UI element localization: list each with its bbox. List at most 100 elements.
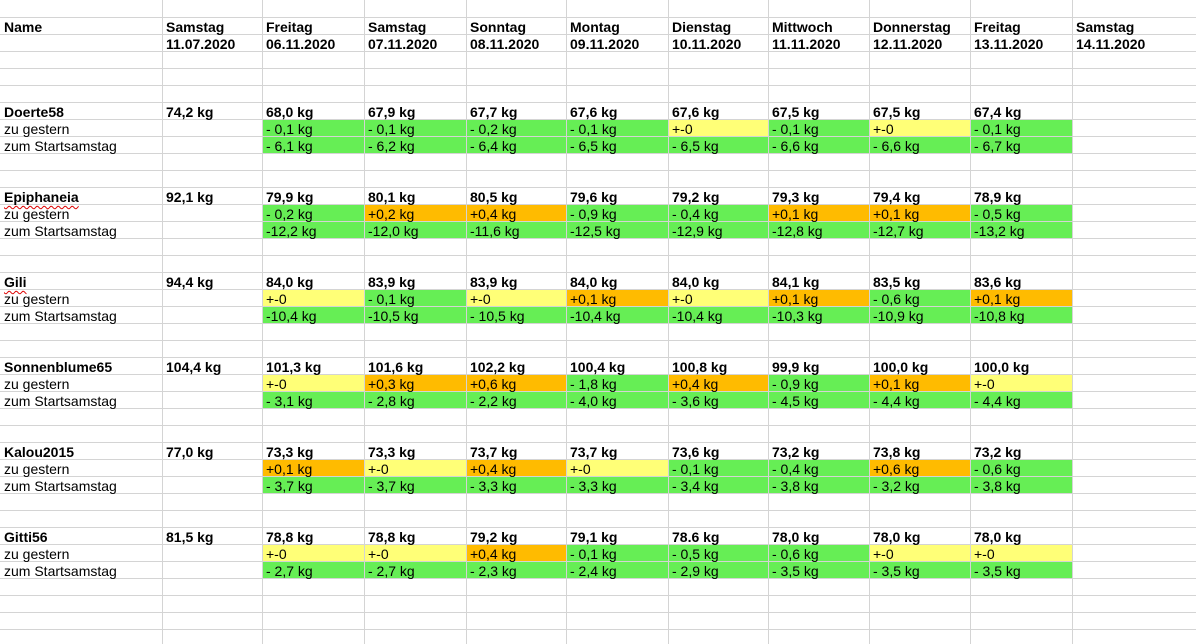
row-label-vs-yesterday[interactable]: zu gestern: [4, 206, 70, 222]
diff-start-cell[interactable]: - 2,7 kg: [263, 562, 364, 579]
weight-value[interactable]: 79,2 kg: [470, 529, 518, 545]
diff-yesterday-cell[interactable]: +0,4 kg: [467, 460, 566, 477]
diff-yesterday-cell[interactable]: - 1,8 kg: [567, 375, 668, 392]
weight-value[interactable]: 84,1 kg: [772, 274, 820, 290]
start-weight[interactable]: 92,1 kg: [166, 189, 214, 205]
diff-start-cell[interactable]: -12,2 kg: [263, 222, 364, 239]
weight-value[interactable]: 79,2 kg: [672, 189, 720, 205]
weight-value[interactable]: 100,0 kg: [974, 359, 1030, 375]
header-day[interactable]: Donnerstag: [873, 19, 951, 35]
diff-yesterday-cell[interactable]: +0,4 kg: [467, 545, 566, 562]
weight-value[interactable]: 73,6 kg: [672, 444, 720, 460]
header-name[interactable]: Name: [4, 19, 43, 35]
weight-value[interactable]: 73,2 kg: [974, 444, 1022, 460]
diff-start-cell[interactable]: - 2,2 kg: [467, 392, 566, 409]
header-date[interactable]: 14.11.2020: [1076, 36, 1146, 52]
diff-yesterday-cell[interactable]: +-0: [870, 545, 970, 562]
diff-start-cell[interactable]: - 3,3 kg: [567, 477, 668, 494]
row-label-vs-yesterday[interactable]: zu gestern: [4, 121, 70, 137]
row-label-vs-yesterday[interactable]: zu gestern: [4, 461, 70, 477]
diff-start-cell[interactable]: -12,0 kg: [365, 222, 466, 239]
diff-yesterday-cell[interactable]: +0,4 kg: [669, 375, 768, 392]
weight-value[interactable]: 73,3 kg: [368, 444, 416, 460]
weight-value[interactable]: 80,1 kg: [368, 189, 416, 205]
diff-yesterday-cell[interactable]: +-0: [467, 290, 566, 307]
header-date[interactable]: 06.11.2020: [266, 36, 336, 52]
diff-yesterday-cell[interactable]: - 0,1 kg: [263, 120, 364, 137]
diff-start-cell[interactable]: - 3,7 kg: [263, 477, 364, 494]
diff-start-cell[interactable]: - 4,0 kg: [567, 392, 668, 409]
diff-yesterday-cell[interactable]: +-0: [669, 290, 768, 307]
diff-start-cell[interactable]: - 4,5 kg: [769, 392, 869, 409]
weight-value[interactable]: 100,8 kg: [672, 359, 728, 375]
diff-start-cell[interactable]: - 3,5 kg: [870, 562, 970, 579]
weight-value[interactable]: 73,7 kg: [570, 444, 618, 460]
diff-yesterday-cell[interactable]: +0,4 kg: [467, 205, 566, 222]
diff-yesterday-cell[interactable]: +-0: [870, 120, 970, 137]
weight-value[interactable]: 67,4 kg: [974, 104, 1022, 120]
diff-yesterday-cell[interactable]: +0,1 kg: [870, 375, 970, 392]
diff-yesterday-cell[interactable]: +-0: [365, 545, 466, 562]
weight-value[interactable]: 83,5 kg: [873, 274, 921, 290]
diff-yesterday-cell[interactable]: - 0,1 kg: [365, 120, 466, 137]
weight-value[interactable]: 83,9 kg: [470, 274, 518, 290]
weight-value[interactable]: 73,2 kg: [772, 444, 820, 460]
header-day[interactable]: Samstag: [1076, 19, 1135, 35]
diff-yesterday-cell[interactable]: +0,6 kg: [467, 375, 566, 392]
diff-yesterday-cell[interactable]: - 0,2 kg: [263, 205, 364, 222]
row-label-vs-start[interactable]: zum Startsamstag: [4, 478, 117, 494]
diff-start-cell[interactable]: - 6,7 kg: [971, 137, 1072, 154]
header-date[interactable]: 07.11.2020: [368, 36, 438, 52]
diff-start-cell[interactable]: - 2,7 kg: [365, 562, 466, 579]
weight-value[interactable]: 79,4 kg: [873, 189, 921, 205]
weight-value[interactable]: 67,7 kg: [470, 104, 518, 120]
diff-yesterday-cell[interactable]: - 0,6 kg: [769, 545, 869, 562]
diff-start-cell[interactable]: -11,6 kg: [467, 222, 566, 239]
diff-yesterday-cell[interactable]: +0,1 kg: [769, 290, 869, 307]
header-day[interactable]: Dienstag: [672, 19, 732, 35]
weight-value[interactable]: 78,8 kg: [368, 529, 416, 545]
start-weight[interactable]: 104,4 kg: [166, 359, 222, 375]
diff-start-cell[interactable]: -10,3 kg: [769, 307, 869, 324]
diff-yesterday-cell[interactable]: +0,1 kg: [567, 290, 668, 307]
diff-start-cell[interactable]: -10,9 kg: [870, 307, 970, 324]
diff-yesterday-cell[interactable]: - 0,5 kg: [971, 205, 1072, 222]
diff-yesterday-cell[interactable]: +0,1 kg: [769, 205, 869, 222]
diff-yesterday-cell[interactable]: - 0,9 kg: [769, 375, 869, 392]
weight-value[interactable]: 101,6 kg: [368, 359, 424, 375]
diff-start-cell[interactable]: - 3,7 kg: [365, 477, 466, 494]
header-day[interactable]: Montag: [570, 19, 620, 35]
row-label-vs-start[interactable]: zum Startsamstag: [4, 563, 117, 579]
person-name[interactable]: Doerte58: [4, 104, 64, 120]
weight-value[interactable]: 78.6 kg: [672, 529, 720, 545]
diff-yesterday-cell[interactable]: +-0: [263, 375, 364, 392]
diff-start-cell[interactable]: - 6,6 kg: [870, 137, 970, 154]
header-date[interactable]: 13.11.2020: [974, 36, 1044, 52]
weight-value[interactable]: 73,3 kg: [266, 444, 314, 460]
start-weight[interactable]: 77,0 kg: [166, 444, 214, 460]
header-date[interactable]: 10.11.2020: [672, 36, 742, 52]
header-day[interactable]: Freitag: [974, 19, 1021, 35]
weight-value[interactable]: 79,3 kg: [772, 189, 820, 205]
diff-start-cell[interactable]: - 6,1 kg: [263, 137, 364, 154]
weight-value[interactable]: 84,0 kg: [672, 274, 720, 290]
row-label-vs-start[interactable]: zum Startsamstag: [4, 138, 117, 154]
person-name[interactable]: Epiphaneia: [4, 189, 79, 205]
diff-start-cell[interactable]: - 2,4 kg: [567, 562, 668, 579]
weight-value[interactable]: 73,7 kg: [470, 444, 518, 460]
diff-yesterday-cell[interactable]: +-0: [365, 460, 466, 477]
weight-value[interactable]: 67,6 kg: [672, 104, 720, 120]
diff-start-cell[interactable]: - 3,4 kg: [669, 477, 768, 494]
diff-start-cell[interactable]: - 6,5 kg: [669, 137, 768, 154]
header-day[interactable]: Samstag: [166, 19, 225, 35]
diff-yesterday-cell[interactable]: - 0,2 kg: [467, 120, 566, 137]
person-name[interactable]: Gitti56: [4, 529, 48, 545]
header-day[interactable]: Freitag: [266, 19, 313, 35]
weight-value[interactable]: 67,9 kg: [368, 104, 416, 120]
weight-value[interactable]: 83,6 kg: [974, 274, 1022, 290]
diff-yesterday-cell[interactable]: - 0,1 kg: [365, 290, 466, 307]
weight-value[interactable]: 67,6 kg: [570, 104, 618, 120]
diff-start-cell[interactable]: - 3,2 kg: [870, 477, 970, 494]
row-label-vs-start[interactable]: zum Startsamstag: [4, 223, 117, 239]
diff-start-cell[interactable]: - 4,4 kg: [870, 392, 970, 409]
